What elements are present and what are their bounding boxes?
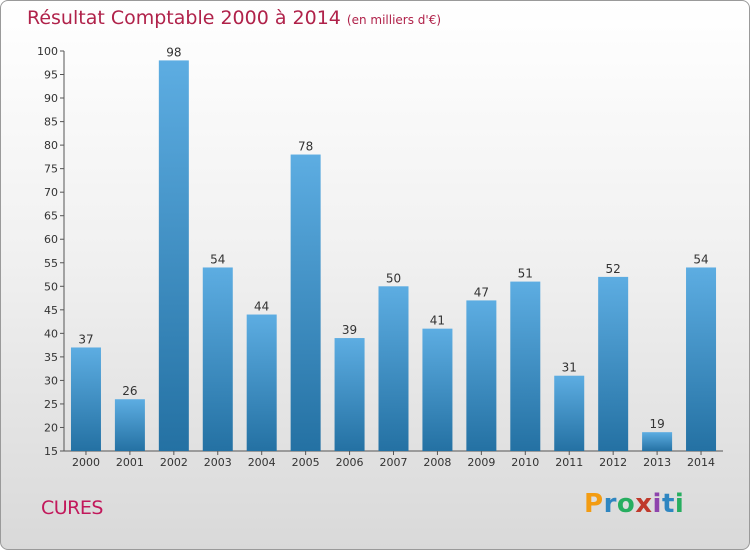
x-tick-label: 2003 bbox=[204, 456, 232, 469]
y-tick-label: 50 bbox=[44, 280, 58, 293]
y-tick-label: 55 bbox=[44, 257, 58, 270]
chart-title: Résultat Comptable 2000 à 2014 (en millie… bbox=[27, 7, 441, 29]
x-tick-label: 2009 bbox=[467, 456, 495, 469]
x-tick-label: 2006 bbox=[336, 456, 364, 469]
y-tick-label: 45 bbox=[44, 304, 58, 317]
y-tick-label: 95 bbox=[44, 69, 58, 82]
x-tick-label: 2013 bbox=[643, 456, 671, 469]
x-tick-label: 2008 bbox=[423, 456, 451, 469]
logo-letter: i bbox=[674, 489, 685, 519]
bar bbox=[686, 267, 717, 451]
bar-value-label: 50 bbox=[386, 271, 401, 285]
bar-value-label: 54 bbox=[693, 252, 708, 266]
chart-title-text: Résultat Comptable 2000 à 2014 bbox=[27, 7, 341, 29]
y-tick-label: 75 bbox=[44, 163, 58, 176]
y-tick-label: 40 bbox=[44, 327, 58, 340]
x-tick-label: 2011 bbox=[555, 456, 583, 469]
y-tick-label: 100 bbox=[37, 45, 58, 58]
y-tick-label: 35 bbox=[44, 351, 58, 364]
logo-letter: t bbox=[661, 489, 675, 519]
bar-value-label: 98 bbox=[166, 45, 181, 59]
x-tick-label: 2002 bbox=[160, 456, 188, 469]
bar-value-label: 47 bbox=[474, 285, 489, 299]
y-tick-label: 80 bbox=[44, 139, 58, 152]
bar-value-label: 31 bbox=[562, 361, 577, 375]
x-tick-label: 2012 bbox=[599, 456, 627, 469]
bar bbox=[246, 314, 277, 451]
bar bbox=[114, 399, 145, 451]
bar bbox=[202, 267, 233, 451]
bar bbox=[334, 338, 365, 451]
bar-value-label: 51 bbox=[518, 267, 533, 281]
bar bbox=[510, 281, 541, 451]
logo-letter: P bbox=[584, 489, 604, 519]
bar bbox=[70, 347, 101, 451]
logo-letter: o bbox=[616, 489, 636, 519]
y-tick-label: 85 bbox=[44, 116, 58, 129]
bar bbox=[466, 300, 497, 451]
bar-value-label: 54 bbox=[210, 252, 225, 266]
x-tick-label: 2004 bbox=[248, 456, 276, 469]
bar bbox=[290, 154, 321, 451]
bar bbox=[158, 60, 189, 451]
y-tick-label: 15 bbox=[44, 445, 58, 458]
bar bbox=[422, 328, 453, 451]
y-tick-label: 60 bbox=[44, 233, 58, 246]
chart-subtitle: (en milliers d'€) bbox=[346, 13, 442, 27]
bar bbox=[598, 276, 629, 451]
y-tick-label: 25 bbox=[44, 398, 58, 411]
x-tick-label: 2014 bbox=[687, 456, 715, 469]
logo-letter: r bbox=[603, 489, 617, 519]
x-tick-label: 2010 bbox=[511, 456, 539, 469]
bar bbox=[642, 432, 673, 451]
x-tick-label: 2007 bbox=[380, 456, 408, 469]
logo-letter: i bbox=[652, 489, 662, 519]
proxiti-logo: Proxiti bbox=[584, 489, 684, 519]
bar bbox=[554, 375, 585, 451]
y-tick-label: 30 bbox=[44, 374, 58, 387]
bar bbox=[378, 286, 409, 451]
y-tick-label: 70 bbox=[44, 186, 58, 199]
bar-value-label: 78 bbox=[298, 140, 313, 154]
bar-value-label: 26 bbox=[122, 384, 137, 398]
bar-value-label: 19 bbox=[649, 417, 664, 431]
y-tick-label: 90 bbox=[44, 92, 58, 105]
y-tick-label: 65 bbox=[44, 210, 58, 223]
commune-name: CURES bbox=[41, 497, 103, 519]
bar-value-label: 39 bbox=[342, 323, 357, 337]
bar-value-label: 44 bbox=[254, 300, 269, 314]
y-tick-label: 20 bbox=[44, 421, 58, 434]
logo-letter: x bbox=[635, 489, 653, 519]
bar-value-label: 52 bbox=[606, 262, 621, 276]
x-tick-label: 2000 bbox=[72, 456, 100, 469]
x-tick-label: 2005 bbox=[292, 456, 320, 469]
bar-value-label: 37 bbox=[78, 332, 93, 346]
x-tick-label: 2001 bbox=[116, 456, 144, 469]
bar-value-label: 41 bbox=[430, 314, 445, 328]
